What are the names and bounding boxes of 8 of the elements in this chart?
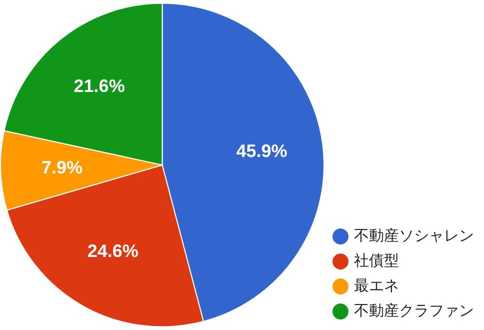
data-label: 7.9% <box>42 157 83 178</box>
legend-label: 最エネ <box>354 276 399 294</box>
legend-label: 不動産クラファン <box>354 301 474 320</box>
data-label: 21.6% <box>74 76 125 96</box>
data-label: 45.9% <box>236 141 288 162</box>
data-label: 24.6% <box>87 241 138 262</box>
legend-label: 社債型 <box>354 251 399 270</box>
legend-label: 不動産ソシャレン <box>354 226 474 244</box>
